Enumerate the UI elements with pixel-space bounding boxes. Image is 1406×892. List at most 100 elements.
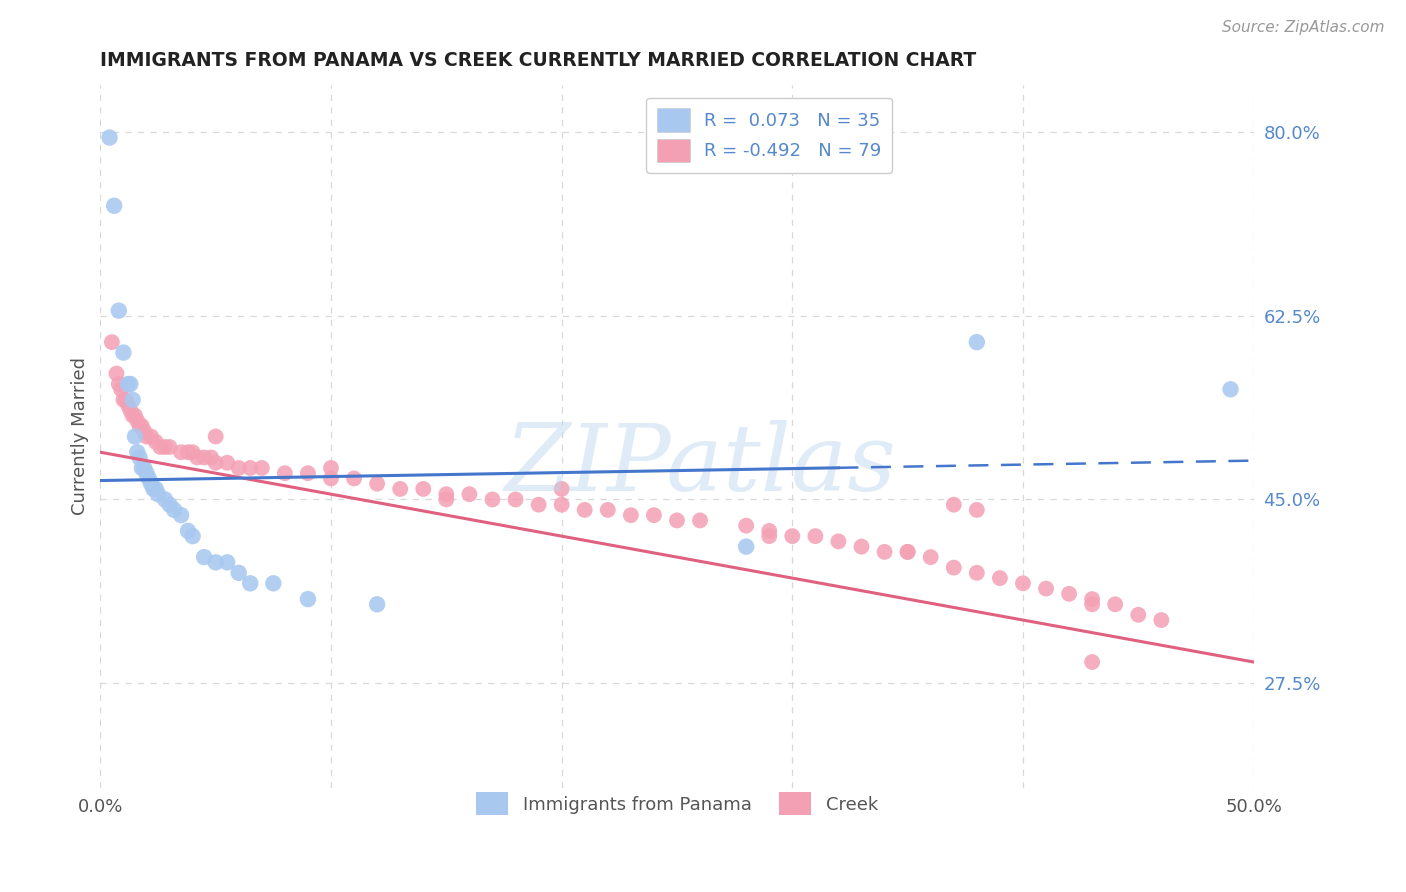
Point xyxy=(146,487,169,501)
Point xyxy=(121,409,143,423)
Point xyxy=(117,377,139,392)
Point xyxy=(120,377,142,392)
Point xyxy=(128,450,150,465)
Point xyxy=(942,560,965,574)
Point xyxy=(988,571,1011,585)
Point xyxy=(134,461,156,475)
Point xyxy=(804,529,827,543)
Point xyxy=(366,597,388,611)
Point xyxy=(897,545,920,559)
Point xyxy=(112,392,135,407)
Point xyxy=(153,492,176,507)
Point xyxy=(262,576,284,591)
Point xyxy=(131,419,153,434)
Text: Source: ZipAtlas.com: Source: ZipAtlas.com xyxy=(1222,20,1385,35)
Point xyxy=(181,529,204,543)
Point xyxy=(274,466,297,480)
Point xyxy=(481,492,503,507)
Point xyxy=(297,466,319,480)
Point xyxy=(1012,576,1035,591)
Point xyxy=(1150,613,1173,627)
Point xyxy=(966,335,988,350)
Point xyxy=(458,487,481,501)
Point xyxy=(163,503,186,517)
Point xyxy=(596,503,619,517)
Legend: Immigrants from Panama, Creek: Immigrants from Panama, Creek xyxy=(467,783,887,824)
Point xyxy=(758,524,780,538)
Point xyxy=(131,461,153,475)
Point xyxy=(128,419,150,434)
Point xyxy=(114,392,136,407)
Point xyxy=(782,529,804,543)
Point xyxy=(897,545,920,559)
Y-axis label: Currently Married: Currently Married xyxy=(72,358,89,516)
Point xyxy=(107,377,129,392)
Point xyxy=(239,576,262,591)
Point xyxy=(758,529,780,543)
Point xyxy=(145,434,167,449)
Point xyxy=(1081,655,1104,669)
Point xyxy=(124,409,146,423)
Point xyxy=(127,414,149,428)
Point xyxy=(412,482,434,496)
Point xyxy=(827,534,849,549)
Point xyxy=(153,440,176,454)
Point xyxy=(505,492,527,507)
Point xyxy=(98,130,121,145)
Point xyxy=(204,456,226,470)
Point xyxy=(1057,587,1080,601)
Point xyxy=(181,445,204,459)
Point xyxy=(920,550,942,565)
Point xyxy=(112,345,135,359)
Text: IMMIGRANTS FROM PANAMA VS CREEK CURRENTLY MARRIED CORRELATION CHART: IMMIGRANTS FROM PANAMA VS CREEK CURRENTL… xyxy=(100,51,977,70)
Point xyxy=(735,540,758,554)
Point xyxy=(550,482,572,496)
Point xyxy=(851,540,873,554)
Point xyxy=(149,440,172,454)
Point xyxy=(343,471,366,485)
Point xyxy=(1035,582,1057,596)
Text: ZIPatlas: ZIPatlas xyxy=(505,419,896,509)
Point xyxy=(689,513,711,527)
Point xyxy=(138,471,160,485)
Point xyxy=(297,592,319,607)
Point xyxy=(193,550,215,565)
Point xyxy=(107,303,129,318)
Point xyxy=(145,482,167,496)
Point xyxy=(159,498,181,512)
Point xyxy=(574,503,596,517)
Point xyxy=(139,429,162,443)
Point xyxy=(204,555,226,569)
Point xyxy=(217,456,239,470)
Point xyxy=(366,476,388,491)
Point xyxy=(873,545,896,559)
Point xyxy=(1081,597,1104,611)
Point xyxy=(105,367,128,381)
Point xyxy=(735,518,758,533)
Point xyxy=(217,555,239,569)
Point xyxy=(942,498,965,512)
Point xyxy=(177,524,200,538)
Point xyxy=(434,492,457,507)
Point xyxy=(1219,382,1241,396)
Point xyxy=(110,382,132,396)
Point xyxy=(103,199,125,213)
Point xyxy=(319,461,342,475)
Point xyxy=(186,450,208,465)
Point xyxy=(117,398,139,412)
Point xyxy=(1128,607,1150,622)
Point xyxy=(550,498,572,512)
Point xyxy=(193,450,215,465)
Point xyxy=(966,503,988,517)
Point xyxy=(120,403,142,417)
Point xyxy=(134,424,156,438)
Point xyxy=(527,498,550,512)
Point xyxy=(170,445,193,459)
Point xyxy=(665,513,688,527)
Point xyxy=(434,487,457,501)
Point xyxy=(319,471,342,485)
Point xyxy=(643,508,665,523)
Point xyxy=(135,429,157,443)
Point xyxy=(250,461,273,475)
Point xyxy=(389,482,412,496)
